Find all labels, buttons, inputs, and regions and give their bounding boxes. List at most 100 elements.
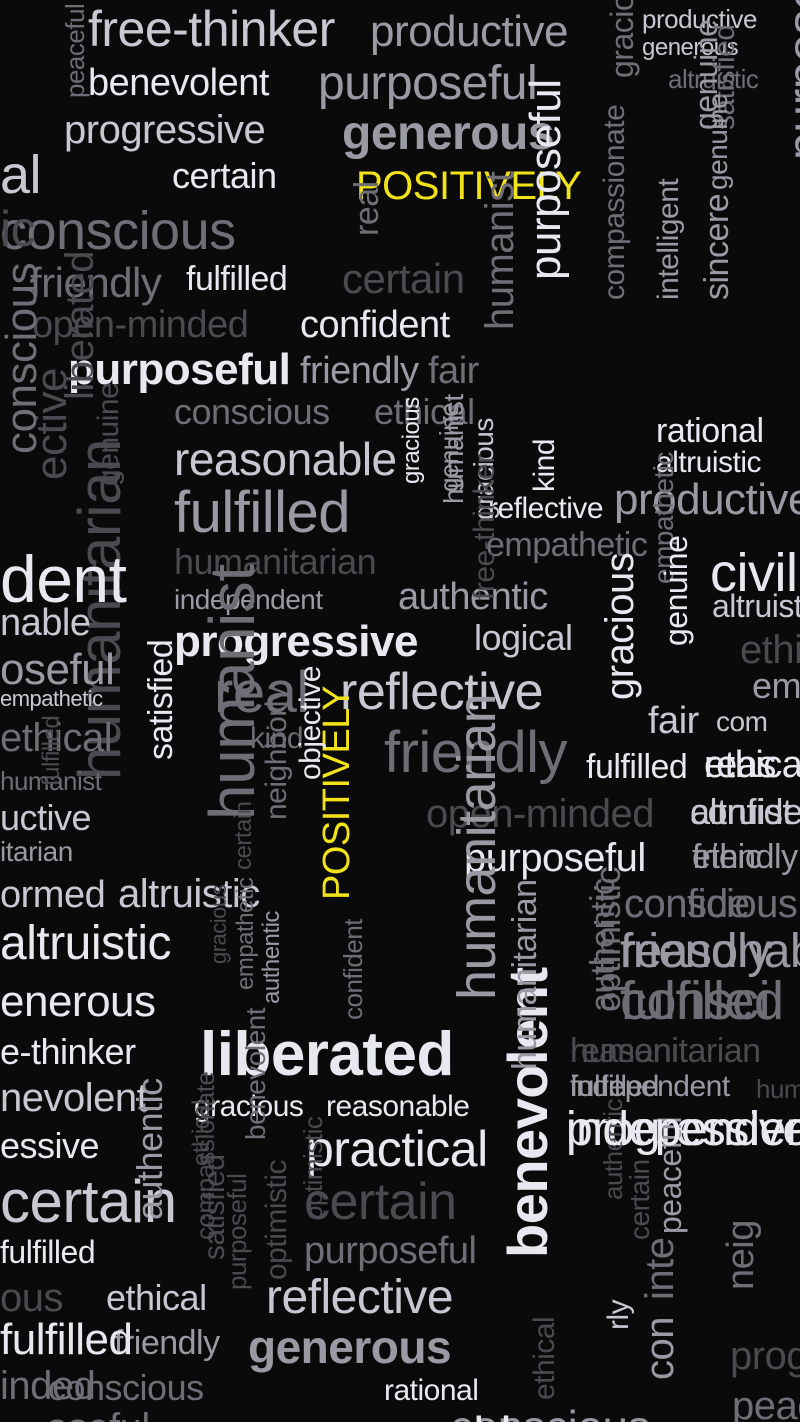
word-26: altruistic (656, 446, 762, 479)
word-13: friendly (30, 259, 162, 306)
word-38: kind (250, 722, 304, 755)
word-2: productive (642, 4, 757, 34)
word-101: nevolent (0, 1076, 148, 1120)
word-59: purposeful (304, 1230, 477, 1272)
word-139: inte (638, 1237, 682, 1301)
word-115: benevolent (240, 1007, 271, 1140)
word-30: empathetic (486, 526, 648, 564)
word-133: humanitarian (756, 1074, 800, 1104)
word-104: ous (0, 1276, 64, 1320)
word-19: friendly (300, 350, 419, 392)
word-60: fulfilled (0, 1234, 96, 1270)
word-121: altruistic (712, 588, 800, 624)
word-4: peaceful (60, 3, 90, 98)
word-129: friendly (620, 925, 771, 978)
word-57: progressive (566, 1103, 800, 1156)
word-94: humanist (0, 766, 102, 796)
word-7: altruistic (668, 64, 759, 94)
word-23: reasonable (174, 433, 397, 485)
word-53: independent (570, 1070, 730, 1103)
word-62: ethical (106, 1277, 207, 1318)
word-138: con (638, 1317, 682, 1380)
word-102: essive (0, 1125, 100, 1166)
word-131: reasoni (570, 1032, 679, 1070)
word-15: certain (342, 255, 465, 302)
word-5: benevolent (88, 62, 269, 104)
word-82: kind (528, 438, 561, 492)
word-135: neig (720, 1220, 762, 1290)
word-157: liberated (58, 251, 102, 400)
word-21: conscious (174, 391, 330, 432)
word-25: rational (656, 412, 764, 450)
word-61: reflective (266, 1271, 454, 1324)
word-12: conscious (0, 201, 236, 261)
word-91: oseful (0, 645, 115, 694)
word-35: logical (474, 617, 573, 658)
word-48: conscious (624, 882, 798, 926)
word-22: ethical (374, 391, 475, 432)
word-39: fair (648, 700, 699, 742)
word-161: certain (230, 801, 257, 870)
word-141: certain (624, 1159, 655, 1240)
word-123: empath (752, 665, 800, 706)
word-24: humanist (478, 171, 522, 330)
word-145: purposeful (222, 1173, 252, 1290)
word-100: e-thinker (0, 1031, 136, 1072)
word-37: reflective (340, 663, 544, 721)
word-55: reasonable (326, 1090, 470, 1123)
word-96: itarian (0, 836, 73, 867)
word-130: consci (620, 971, 771, 1031)
word-6: purposeful (318, 57, 538, 110)
word-51: liberated (200, 1020, 454, 1089)
word-85: optimistic (298, 1116, 328, 1220)
word-107: oseful (46, 1408, 150, 1422)
word-111: ic (0, 201, 36, 257)
word-44: confident (690, 791, 800, 832)
word-126: altruist (690, 791, 793, 832)
word-0: free-thinker (88, 1, 335, 57)
word-10: certain (172, 155, 277, 196)
word-127: ethic (692, 838, 762, 876)
word-63: generous (248, 1321, 452, 1373)
word-72: humanitarian (447, 693, 507, 1000)
word-103: certain (0, 1168, 177, 1235)
word-17: confident (300, 304, 450, 346)
word-144: compassionate (190, 1071, 220, 1240)
word-136: progressi (730, 1334, 800, 1378)
word-46: friendly (692, 838, 798, 876)
word-146: optimistic (260, 1159, 293, 1280)
word-95: uctive (0, 797, 92, 838)
word-33: authentic (398, 576, 548, 618)
word-11: POSITIVELY (356, 164, 582, 208)
word-54: gracious (194, 1090, 304, 1123)
word-56: practical (306, 1121, 488, 1177)
word-159: genuine (702, 93, 733, 190)
word-156: humanist (196, 564, 268, 820)
word-42: ethical (704, 744, 800, 786)
word-160: purposeful (777, 0, 800, 160)
word-79: civil (710, 543, 798, 603)
word-86: gracious (398, 397, 425, 484)
word-84: ethical (528, 1316, 561, 1400)
word-89: dent (0, 542, 127, 616)
word-110: al (0, 145, 42, 205)
word-9: generous (342, 107, 555, 160)
word-36: real (214, 660, 309, 725)
word-109: reasonable (296, 1410, 539, 1422)
word-99: enerous (0, 977, 156, 1026)
word-3: generous (642, 34, 739, 61)
word-137: peaceful (732, 1384, 800, 1422)
word-98: altruistic (0, 917, 172, 970)
word-8: progressive (64, 108, 266, 152)
word-76: intelligent (652, 178, 685, 300)
word-128: confide (624, 882, 750, 926)
word-32: independent (174, 584, 323, 615)
word-150: gracious (206, 884, 231, 964)
word-14: fulfilled (186, 260, 288, 298)
word-119: genuine (658, 535, 694, 646)
word-41: fulfilled (586, 748, 688, 786)
word-97: ormed (0, 874, 106, 916)
word-108: conscious (450, 1404, 651, 1422)
word-88: humanist (438, 394, 469, 504)
